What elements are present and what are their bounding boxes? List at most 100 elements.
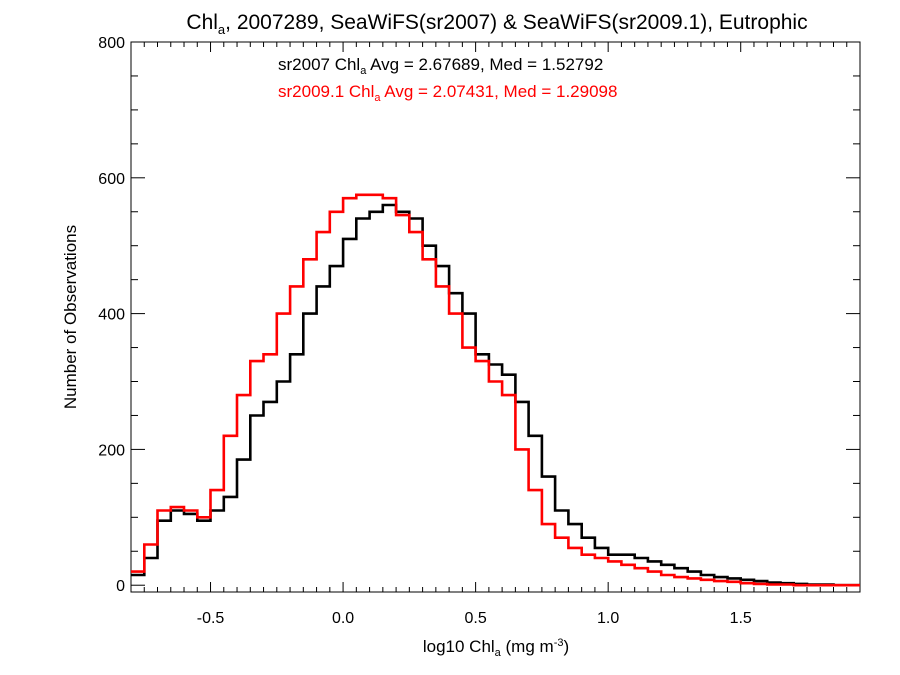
histogram-bin: [335, 211, 337, 213]
histogram-bin: [150, 543, 152, 546]
histogram-bin: [707, 574, 709, 576]
histogram-bin: [534, 435, 536, 437]
histogram-bin: [441, 285, 444, 287]
annotation-sr2009-post: Avg = 2.07431, Med = 1.29098: [381, 82, 618, 101]
histogram-bin: [614, 560, 616, 563]
histogram-bin: [521, 401, 523, 403]
annotation-sr2007: sr2007 Chla Avg = 2.67689, Med = 1.52792: [278, 55, 603, 77]
annotation-sr2009-sub: a: [374, 92, 381, 104]
histogram-bin: [773, 583, 775, 586]
histogram-bin: [322, 231, 324, 233]
x-tick-label: 0.0: [332, 610, 354, 627]
histogram-bin: [415, 217, 417, 220]
histogram-bin: [375, 211, 377, 213]
histogram-bin: [309, 313, 311, 315]
histogram-bin: [229, 435, 231, 437]
series-sr2009-1: [131, 193, 860, 587]
histogram-bin: [402, 211, 404, 213]
series-step-line: [131, 203, 860, 587]
histogram-bin: [508, 374, 510, 376]
annotation-sr2007-pre: sr2007 Chl: [278, 55, 360, 74]
histogram-bin: [600, 557, 603, 559]
x-tick-label: 0.5: [464, 610, 486, 627]
annotation-sr2007-post: Avg = 2.67689, Med = 1.52792: [366, 55, 603, 74]
histogram-bin: [494, 380, 497, 383]
histogram-bin: [335, 265, 337, 267]
histogram-bin: [349, 197, 351, 199]
histogram-bin: [349, 238, 351, 240]
histogram-bin: [600, 547, 603, 549]
histogram-bin: [282, 313, 284, 315]
histogram-bin: [640, 557, 642, 559]
histogram-bin: [163, 509, 165, 512]
histogram-bin: [137, 574, 139, 576]
histogram-bin: [375, 194, 377, 196]
xlabel-sup: -3: [554, 637, 564, 649]
histogram-bin: [468, 313, 470, 315]
histogram-bin: [455, 292, 457, 294]
histogram-bin: [163, 520, 165, 522]
plot-frame: [130, 41, 861, 593]
histogram-bin: [203, 516, 205, 518]
xlabel-pre: log10 Chl: [423, 637, 495, 656]
histogram-bin: [256, 414, 258, 417]
histogram-bin: [494, 363, 497, 366]
histogram-bin: [296, 353, 298, 355]
histogram-bin: [707, 579, 709, 581]
series-layer: [131, 193, 860, 587]
histogram-bin: [415, 231, 417, 233]
xlabel-post: ): [563, 637, 569, 656]
series-step-line: [131, 193, 860, 587]
title-rest: , 2007289, SeaWiFS(sr2007) & SeaWiFS(sr2…: [225, 11, 807, 34]
histogram-bin: [216, 509, 218, 512]
histogram-bin: [627, 564, 629, 566]
title-main: Chl: [186, 11, 218, 34]
histogram-bin: [455, 313, 457, 315]
histogram-bin: [269, 401, 271, 403]
annotation-sr2007-sub: a: [360, 65, 367, 77]
histogram-bin: [282, 380, 284, 383]
histogram-bin: [508, 394, 510, 396]
histogram-bin: [203, 520, 205, 522]
chart-title: Chla, 2007289, SeaWiFS(sr2007) & SeaWiFS…: [186, 11, 807, 37]
histogram-bin: [309, 258, 311, 260]
annotation-sr2009-pre: sr2009.1 Chl: [278, 82, 374, 101]
histogram-bin: [428, 258, 430, 260]
y-tick-label: 200: [98, 442, 125, 459]
histogram-bin: [667, 574, 669, 576]
y-tick-label: 600: [98, 171, 125, 188]
histogram-bin: [654, 560, 656, 563]
histogram-bin: [720, 576, 722, 578]
histogram-bin: [243, 394, 245, 396]
histogram-bin: [388, 204, 391, 206]
histogram-bin: [481, 353, 483, 355]
title-subscript: a: [218, 22, 226, 37]
histogram-bin: [229, 496, 231, 498]
histogram-bin: [760, 583, 762, 585]
annotation-sr2009: sr2009.1 Chla Avg = 2.07431, Med = 1.290…: [278, 82, 617, 104]
histogram-bin: [428, 245, 430, 247]
histogram-bin: [296, 285, 298, 287]
histogram-bin: [574, 547, 576, 549]
histogram-bin: [402, 214, 404, 216]
histogram-bin: [561, 509, 563, 512]
histogram-bin: [150, 557, 152, 559]
histogram-bin: [547, 523, 550, 525]
y-tick-labels: 0 200 400 600 800: [98, 35, 125, 595]
histogram-bin: [256, 360, 258, 362]
histogram-bin: [654, 571, 656, 573]
y-tick-label: 0: [116, 578, 125, 595]
histogram-bin: [733, 577, 735, 580]
histogram-bin: [587, 554, 589, 556]
histogram-bin: [746, 582, 748, 584]
histogram-bin: [640, 567, 642, 569]
histogram-bin: [813, 584, 815, 586]
histogram-bin: [773, 581, 775, 584]
histogram-bin: [693, 577, 695, 580]
histogram-bin: [693, 571, 695, 573]
series-sr2007: [131, 203, 860, 587]
axis-ticks: [130, 41, 861, 592]
histogram-bin: [826, 584, 828, 586]
x-tick-labels: -0.5 0.0 0.5 1.0 1.5: [197, 610, 752, 627]
